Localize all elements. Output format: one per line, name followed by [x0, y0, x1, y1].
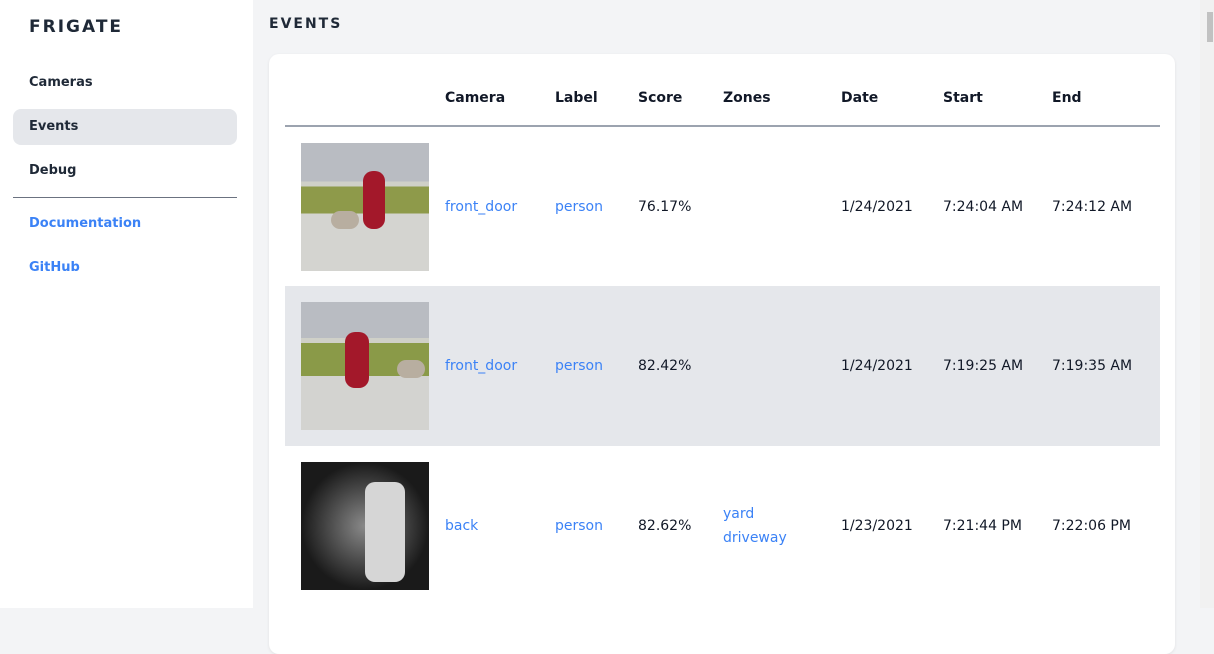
date: 1/24/2021 — [841, 198, 913, 215]
date: 1/23/2021 — [841, 518, 913, 534]
column-camera: Camera — [445, 54, 555, 127]
zones — [723, 286, 841, 446]
table-row[interactable]: front_door person 76.17% 1/24/2021 7:24:… — [285, 126, 1160, 286]
scrollbar-thumb[interactable] — [1207, 12, 1213, 42]
date: 1/24/2021 — [841, 286, 943, 446]
label-link[interactable]: person — [555, 358, 603, 374]
end-time: 7:22:06 PM — [1052, 518, 1131, 534]
camera-link[interactable]: front_door — [445, 198, 518, 215]
divider — [13, 197, 237, 198]
table-row[interactable]: back person 82.62% yard driveway 1/23/202… — [285, 446, 1160, 606]
column-date: Date — [841, 54, 943, 127]
zones: yard driveway — [723, 446, 841, 606]
score: 82.62% — [638, 518, 692, 534]
brand-logo: FRIGATE — [29, 17, 124, 37]
end-time: 7:24:12 AM — [1052, 198, 1133, 215]
table-header: Camera Label Score Zones Date Start End — [285, 54, 1160, 127]
event-thumbnail[interactable] — [301, 302, 429, 430]
zones — [723, 126, 841, 286]
sidebar-link-github[interactable]: GitHub — [29, 260, 80, 275]
label-link[interactable]: person — [555, 518, 603, 534]
score: 76.17% — [638, 198, 692, 215]
sidebar-link-documentation[interactable]: Documentation — [29, 216, 142, 231]
events-card: Camera Label Score Zones Date Start End … — [269, 54, 1175, 654]
events-table: Camera Label Score Zones Date Start End … — [285, 54, 1160, 606]
zone-link[interactable]: driveway — [723, 530, 787, 546]
sidebar: FRIGATE Cameras Events Debug Documentati… — [0, 0, 253, 608]
zone-link[interactable]: yard — [723, 506, 755, 522]
scrollbar[interactable] — [1200, 0, 1214, 608]
score: 82.42% — [638, 286, 723, 446]
column-start: Start — [943, 54, 1052, 127]
event-thumbnail[interactable] — [301, 462, 429, 590]
end-time: 7:19:35 AM — [1052, 286, 1160, 446]
start-time: 7:19:25 AM — [943, 286, 1052, 446]
camera-link[interactable]: front_door — [445, 358, 518, 374]
column-zones: Zones — [723, 54, 841, 127]
page-title: EVENTS — [269, 16, 343, 32]
column-thumbnail — [285, 54, 445, 127]
sidebar-item-cameras[interactable]: Cameras — [29, 75, 93, 90]
start-time: 7:21:44 PM — [943, 518, 1022, 534]
label-link[interactable]: person — [555, 198, 603, 215]
start-time: 7:24:04 AM — [943, 198, 1024, 215]
event-thumbnail[interactable] — [301, 142, 429, 271]
column-label: Label — [555, 54, 638, 127]
camera-link[interactable]: back — [445, 518, 479, 534]
sidebar-item-debug[interactable]: Debug — [29, 163, 77, 178]
column-score: Score — [638, 54, 723, 127]
sidebar-item-events[interactable]: Events — [13, 109, 237, 145]
table-row[interactable]: front_door person 82.42% 1/24/2021 7:19:… — [285, 286, 1160, 446]
column-end: End — [1052, 54, 1160, 127]
